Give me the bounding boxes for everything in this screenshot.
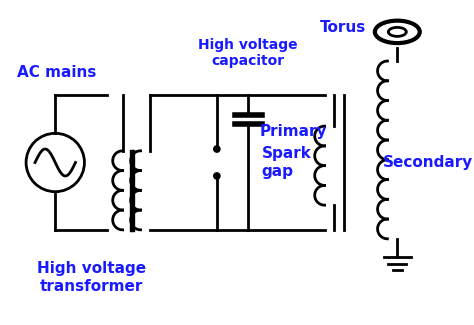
Text: Spark
gap: Spark gap (262, 146, 311, 179)
Text: Primary: Primary (259, 124, 327, 138)
Circle shape (214, 173, 220, 179)
Text: High voltage
capacitor: High voltage capacitor (199, 38, 298, 68)
Text: Secondary: Secondary (383, 155, 473, 170)
Ellipse shape (388, 27, 406, 36)
Text: High voltage
transformer: High voltage transformer (36, 261, 146, 294)
Text: AC mains: AC mains (17, 65, 97, 80)
Text: Torus: Torus (319, 20, 366, 35)
Circle shape (214, 146, 220, 152)
